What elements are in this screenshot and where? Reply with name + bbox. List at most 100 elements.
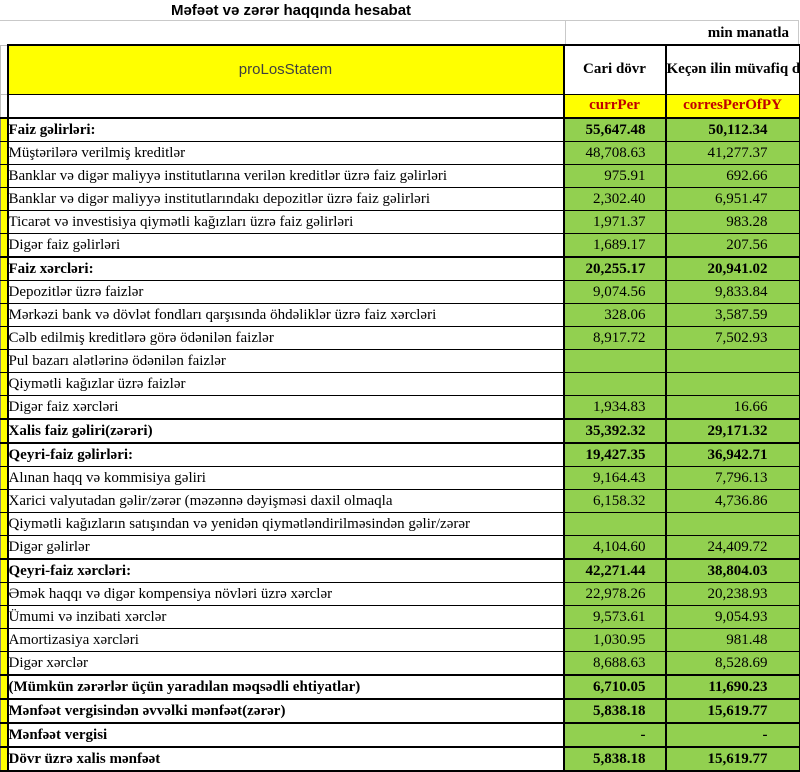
row-strip-cell[interactable]	[0, 535, 9, 560]
row-strip-cell[interactable]	[0, 280, 9, 304]
current-period-value-cell[interactable]: 5,838.18	[562, 698, 667, 724]
prior-period-value-cell[interactable]: 692.66	[664, 164, 800, 188]
left-strip-cell[interactable]	[0, 44, 9, 95]
prior-period-value-cell[interactable]: 20,941.02	[664, 256, 800, 281]
prior-period-value-cell[interactable]: 36,942.71	[664, 442, 800, 467]
row-label-cell[interactable]: Amortizasiya xərcləri	[6, 628, 565, 652]
row-strip-cell[interactable]	[0, 674, 9, 700]
row-label-cell[interactable]: Xarici valyutadan gəlir/zərər (məzənnə d…	[6, 489, 565, 513]
current-period-value-cell[interactable]: 20,255.17	[562, 256, 667, 281]
prior-period-value-cell[interactable]: 3,587.59	[664, 303, 800, 327]
row-label-cell[interactable]: Digər faiz gəlirləri	[6, 233, 565, 258]
row-label-cell[interactable]: Faiz gəlirləri:	[6, 117, 565, 142]
current-period-value-cell[interactable]: 19,427.35	[562, 442, 667, 467]
prior-period-value-cell[interactable]: -	[664, 722, 800, 748]
row-label-cell[interactable]: Mənfəət vergisi	[6, 722, 565, 748]
current-period-value-cell[interactable]: -	[562, 722, 667, 748]
current-period-code-cell[interactable]: currPer	[562, 93, 667, 119]
current-period-value-cell[interactable]: 35,392.32	[562, 418, 667, 444]
row-strip-cell[interactable]	[0, 512, 9, 536]
current-period-value-cell[interactable]: 2,302.40	[562, 187, 667, 211]
current-period-value-cell[interactable]	[562, 349, 667, 373]
prior-period-value-cell[interactable]: 38,804.03	[664, 558, 800, 583]
row-strip-cell[interactable]	[0, 256, 9, 281]
current-period-value-cell[interactable]	[562, 372, 667, 396]
row-label-cell[interactable]: Qeyri-faiz gəlirləri:	[6, 442, 565, 467]
prior-period-value-cell[interactable]	[664, 372, 800, 396]
prior-period-value-cell[interactable]: 207.56	[664, 233, 800, 258]
empty-label-cell[interactable]	[6, 93, 565, 119]
row-label-cell[interactable]: Mərkəzi bank və dövlət fondları qarşısın…	[6, 303, 565, 327]
row-label-cell[interactable]: Xalis faiz gəliri(zərəri)	[6, 418, 565, 444]
current-period-value-cell[interactable]: 975.91	[562, 164, 667, 188]
current-period-value-cell[interactable]: 9,164.43	[562, 466, 667, 490]
row-label-cell[interactable]: Depozitlər üzrə faizlər	[6, 280, 565, 304]
row-strip-cell[interactable]	[0, 418, 9, 444]
prior-period-value-cell[interactable]: 20,238.93	[664, 582, 800, 606]
prior-period-code-cell[interactable]: corresPerOfPY	[664, 93, 800, 119]
row-label-cell[interactable]: Banklar və digər maliyyə institutlarında…	[6, 187, 565, 211]
prior-period-value-cell[interactable]: 8,528.69	[664, 651, 800, 676]
row-strip-cell[interactable]	[0, 117, 9, 142]
current-period-header[interactable]: Cari dövr	[562, 44, 667, 95]
row-label-cell[interactable]: Mənfəət vergisindən əvvəlki mənfəət(zərə…	[6, 698, 565, 724]
prior-period-value-cell[interactable]: 9,054.93	[664, 605, 800, 629]
row-strip-cell[interactable]	[0, 558, 9, 583]
row-strip-cell[interactable]	[0, 442, 9, 467]
prior-period-value-cell[interactable]: 9,833.84	[664, 280, 800, 304]
current-period-value-cell[interactable]: 328.06	[562, 303, 667, 327]
current-period-value-cell[interactable]: 8,917.72	[562, 326, 667, 350]
prior-period-value-cell[interactable]: 6,951.47	[664, 187, 800, 211]
row-strip-cell[interactable]	[0, 164, 9, 188]
prior-period-value-cell[interactable]: 983.28	[664, 210, 800, 234]
row-strip-cell[interactable]	[0, 210, 9, 234]
row-strip-cell[interactable]	[0, 141, 9, 165]
current-period-value-cell[interactable]: 1,934.83	[562, 395, 667, 420]
row-label-cell[interactable]: Dövr üzrə xalis mənfəət	[6, 746, 565, 772]
row-strip-cell[interactable]	[0, 372, 9, 396]
row-strip-cell[interactable]	[0, 489, 9, 513]
prior-period-value-cell[interactable]: 4,736.86	[664, 489, 800, 513]
prior-period-value-cell[interactable]: 981.48	[664, 628, 800, 652]
prior-period-value-cell[interactable]: 11,690.23	[664, 674, 800, 700]
prior-period-value-cell[interactable]: 15,619.77	[664, 746, 800, 772]
current-period-value-cell[interactable]: 42,271.44	[562, 558, 667, 583]
current-period-value-cell[interactable]	[562, 512, 667, 536]
statement-code-cell[interactable]: proLosStatem	[6, 44, 565, 95]
row-strip-cell[interactable]	[0, 605, 9, 629]
row-label-cell[interactable]: Digər gəlirlər	[6, 535, 565, 560]
prior-period-value-cell[interactable]: 16.66	[664, 395, 800, 420]
current-period-value-cell[interactable]: 1,030.95	[562, 628, 667, 652]
prior-period-value-cell[interactable]: 15,619.77	[664, 698, 800, 724]
row-label-cell[interactable]: Digər faiz xərcləri	[6, 395, 565, 420]
current-period-value-cell[interactable]: 8,688.63	[562, 651, 667, 676]
row-strip-cell[interactable]	[0, 395, 9, 420]
row-label-cell[interactable]: Əmək haqqı və digər kompensiya növləri ü…	[6, 582, 565, 606]
current-period-value-cell[interactable]: 1,689.17	[562, 233, 667, 258]
row-label-cell[interactable]: (Mümkün zərərlər üçün yaradılan məqsədli…	[6, 674, 565, 700]
current-period-value-cell[interactable]: 5,838.18	[562, 746, 667, 772]
row-label-cell[interactable]: Pul bazarı alətlərinə ödənilən faizlər	[6, 349, 565, 373]
row-strip-cell[interactable]	[0, 746, 9, 772]
row-strip-cell[interactable]	[0, 628, 9, 652]
row-strip-cell[interactable]	[0, 326, 9, 350]
current-period-value-cell[interactable]: 9,573.61	[562, 605, 667, 629]
prior-period-value-cell[interactable]: 29,171.32	[664, 418, 800, 444]
row-label-cell[interactable]: Banklar və digər maliyyə institutlarına …	[6, 164, 565, 188]
prior-period-value-cell[interactable]	[664, 512, 800, 536]
row-strip-cell[interactable]	[0, 698, 9, 724]
row-strip-cell[interactable]	[0, 349, 9, 373]
current-period-value-cell[interactable]: 6,158.32	[562, 489, 667, 513]
row-strip-cell[interactable]	[0, 466, 9, 490]
row-label-cell[interactable]: Müştərilərə verilmiş kreditlər	[6, 141, 565, 165]
prior-period-value-cell[interactable]	[664, 349, 800, 373]
prior-period-header[interactable]: Keçən ilin müvafiq dövrü	[664, 44, 800, 95]
row-label-cell[interactable]: Ümumi və inzibati xərclər	[6, 605, 565, 629]
left-strip-cell[interactable]	[0, 93, 9, 119]
prior-period-value-cell[interactable]: 7,796.13	[664, 466, 800, 490]
row-label-cell[interactable]: Digər xərclər	[6, 651, 565, 676]
row-label-cell[interactable]: Qiymətli kağızlar üzrə faizlər	[6, 372, 565, 396]
prior-period-value-cell[interactable]: 24,409.72	[664, 535, 800, 560]
row-label-cell[interactable]: Qiymətli kağızların satışından və yenidə…	[6, 512, 565, 536]
current-period-value-cell[interactable]: 55,647.48	[562, 117, 667, 142]
